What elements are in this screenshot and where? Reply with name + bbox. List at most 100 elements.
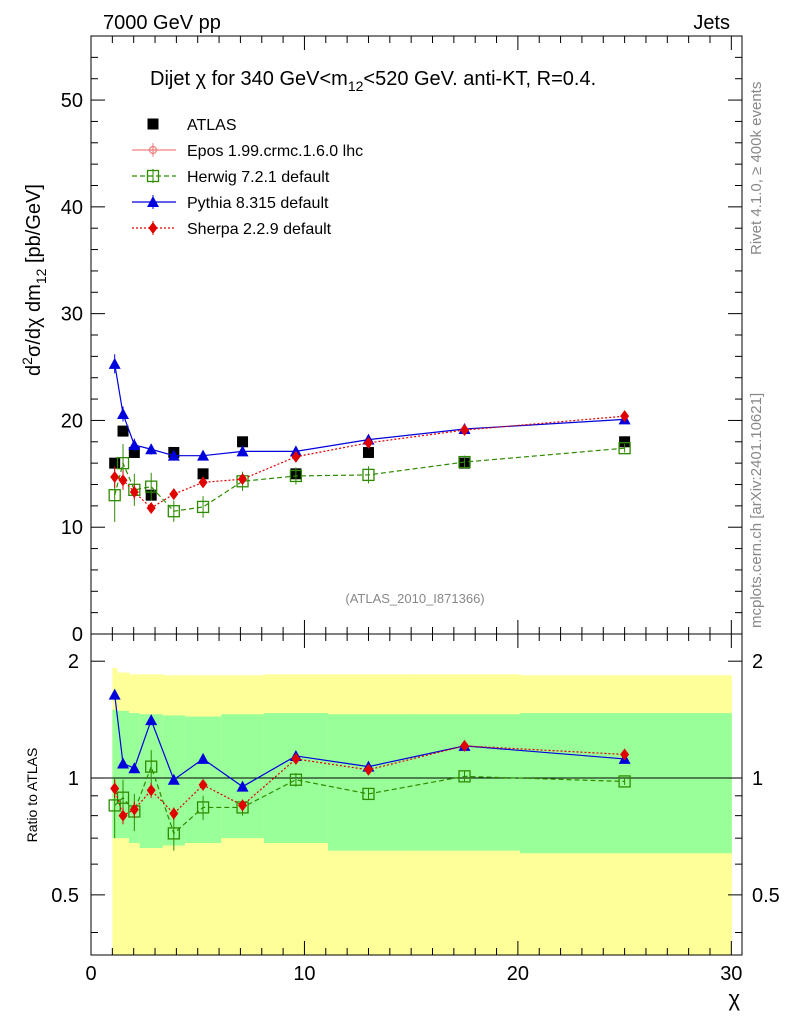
herwig-ratio-point-7: [289, 773, 303, 786]
herwig-ratio-point-5: [196, 801, 210, 814]
sherpa-point-7: [291, 450, 301, 463]
ratio-tick-label-left-1: 1: [68, 768, 79, 790]
band-green-0: [112, 709, 118, 839]
herwig-point-3: [145, 480, 158, 493]
sherpa-ratio-point-2: [129, 803, 139, 816]
pythia-point-4: [167, 449, 180, 461]
herwig-point-1: [116, 456, 130, 470]
sherpa-point-4: [169, 488, 179, 501]
sherpa-ratio-point-0: [110, 782, 120, 795]
x-tick-label-1: 10: [293, 963, 315, 985]
axis-ticks: [90, 36, 742, 955]
mcplots-label: mcplots.cern.ch [arXiv:2401.10621]: [748, 393, 765, 628]
ratio-panel-series: [108, 688, 631, 851]
pythia-ratio-point-3: [145, 714, 158, 726]
atlas-point-10: [619, 436, 631, 448]
band-green-10: [520, 713, 732, 854]
ratio-tick-label-left-2: 2: [68, 651, 79, 673]
herwig-line: [114, 447, 625, 512]
main-panel-series: [108, 354, 631, 522]
ratio-tick-label-right-0: 0.5: [752, 885, 780, 907]
legend-marker-pythia: [147, 196, 159, 207]
x-tick-label-2: 20: [507, 963, 529, 985]
ratio-tick-label-right-1: 1: [752, 768, 763, 790]
axis-tick-labels: 0 10 20 30 0 10 20 30 40 50 0.5 0.5 1 1 2 2: [51, 90, 780, 985]
herwig-ratio-point-8: [362, 787, 375, 801]
herwig-point-0: [108, 489, 121, 502]
legend-marker-epos: [148, 145, 158, 155]
legend-label-pythia: Pythia 8.315 default: [187, 195, 329, 212]
x-tick-label-0: 0: [85, 963, 96, 985]
atlas-point-1: [117, 425, 129, 437]
y-tick-label-5: 50: [61, 90, 83, 112]
pythia-ratio-point-2: [128, 762, 141, 774]
sherpa-ratio-point-10: [620, 748, 630, 761]
herwig-point-7: [289, 469, 303, 483]
atlas-point-2: [128, 446, 140, 458]
sherpa-point-10: [620, 410, 630, 423]
sherpa-point-9: [460, 424, 470, 437]
pythia-point-1: [117, 408, 130, 420]
y-tick-label-3: 30: [61, 304, 83, 326]
legend-marker-sherpa: [148, 222, 158, 234]
herwig-point-9: [458, 455, 471, 469]
sherpa-ratio-point-8: [363, 763, 373, 776]
x-tick-label-3: 30: [720, 963, 742, 985]
band-green-8: [327, 714, 410, 851]
sherpa-ratio-point-7: [291, 752, 301, 765]
atlas-point-5: [197, 468, 209, 480]
rivet-label: Rivet 4.1.0, ≥ 400k events: [748, 82, 765, 255]
header-right: Jets: [693, 12, 730, 34]
ratio-axis-label: Ratio to ATLAS: [24, 748, 40, 843]
pythia-point-3: [145, 443, 158, 455]
sherpa-point-1: [118, 474, 128, 487]
herwig-point-4: [167, 505, 180, 518]
sherpa-point-8: [363, 436, 373, 449]
legend-label-atlas: ATLAS: [187, 117, 237, 134]
herwig-ratio-point-3: [145, 760, 158, 773]
sherpa-point-3: [146, 501, 156, 514]
legend-label-epos: Epos 1.99.crmc.1.6.0 lhc: [187, 143, 363, 160]
herwig-ratio-point-4: [167, 827, 180, 840]
pythia-point-2: [128, 438, 141, 450]
pythia-ratio-point-0: [108, 688, 121, 700]
legend-label-herwig: Herwig 7.2.1 default: [187, 169, 330, 186]
sherpa-point-2: [129, 485, 139, 498]
ratio-uncertainty-bands: [112, 668, 732, 955]
legend-marker-herwig: [146, 169, 160, 183]
atlas-point-8: [362, 446, 374, 458]
herwig-point-10: [618, 442, 631, 455]
legend-marker-atlas: [147, 118, 159, 130]
pythia-point-0: [108, 357, 121, 369]
herwig-ratio-point-9: [458, 770, 471, 783]
pythia-point-5: [197, 449, 210, 461]
sherpa-line: [114, 415, 625, 509]
pythia-ratio-point-4: [167, 773, 180, 785]
sherpa-point-5: [198, 476, 208, 489]
herwig-ratio-point-10: [618, 775, 631, 788]
herwig-point-8: [362, 468, 375, 482]
legend: ATLAS Epos 1.99.crmc.1.6.0 lhc Herwig 7.2.…: [132, 117, 363, 238]
ratio-tick-label-left-0: 0.5: [51, 885, 79, 907]
chart-title: Dijet χ for 340 GeV<m12<520 GeV. anti-KT…: [150, 68, 596, 94]
sherpa-point-0: [110, 471, 120, 484]
pythia-point-6: [236, 445, 249, 457]
ratio-tick-label-right-2: 2: [752, 651, 763, 673]
y-tick-label-2: 20: [61, 410, 83, 432]
sherpa-ratio-point-1: [118, 809, 128, 822]
sherpa-ratio-point-3: [146, 784, 156, 797]
y-tick-label-4: 40: [61, 197, 83, 219]
sherpa-ratio-point-9: [460, 739, 470, 752]
legend-label-sherpa: Sherpa 2.2.9 default: [187, 221, 332, 238]
sherpa-ratio-point-5: [198, 778, 208, 791]
atlas-point-0: [109, 457, 121, 469]
analysis-watermark: (ATLAS_2010_I871366): [345, 591, 484, 606]
y-tick-label-0: 0: [72, 624, 83, 646]
x-axis-label: χ: [728, 986, 740, 1011]
header-left: 7000 GeV pp: [103, 12, 221, 34]
pythia-ratio-point-1: [117, 757, 130, 769]
ratio-panel-frame: [90, 633, 743, 956]
pythia-ratio-point-6: [236, 780, 249, 792]
atlas-point-6: [237, 436, 249, 448]
